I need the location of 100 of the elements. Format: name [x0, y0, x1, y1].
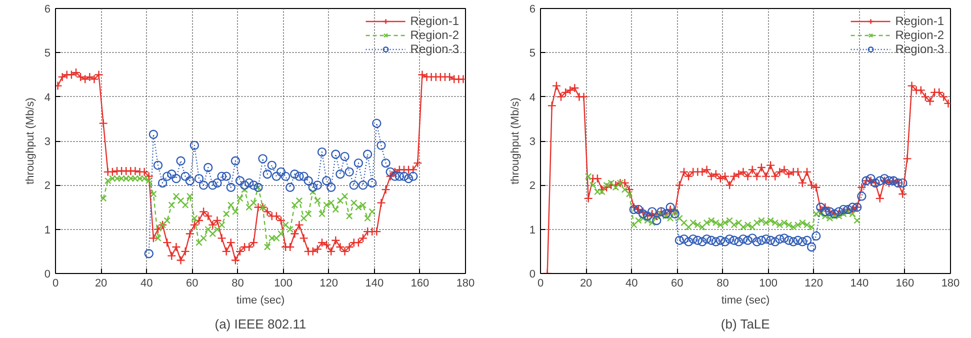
point [340, 152, 350, 162]
point [626, 190, 633, 198]
point [372, 118, 382, 128]
point [312, 180, 322, 190]
point [158, 178, 168, 188]
point [217, 172, 226, 181]
point [264, 244, 271, 250]
point [666, 202, 675, 212]
point [304, 176, 313, 186]
point [144, 249, 154, 258]
point [326, 182, 336, 192]
point [232, 208, 239, 216]
point [376, 140, 386, 150]
x-tick-label: 0 [52, 278, 59, 290]
y-axis-title: throughput (Mb/s) [509, 98, 522, 184]
point [218, 221, 226, 228]
point [226, 182, 236, 192]
point [730, 236, 739, 245]
point [198, 180, 208, 190]
point [230, 156, 240, 166]
point [884, 176, 894, 186]
point [674, 236, 684, 245]
point [308, 182, 318, 192]
point [236, 194, 244, 202]
legend-label: Region-1 [895, 14, 944, 28]
point [679, 234, 689, 244]
y-tick-label: 2 [44, 180, 51, 192]
point [798, 237, 808, 246]
point [200, 234, 207, 242]
point [309, 188, 316, 196]
point [304, 210, 312, 218]
x-tick-label: 160 [896, 278, 914, 290]
point [336, 197, 344, 204]
y-tick-label: 0 [529, 268, 536, 280]
x-tick-label: 40 [140, 278, 153, 290]
y-tick-label: 2 [529, 180, 536, 192]
point [280, 172, 290, 181]
point [182, 202, 189, 208]
x-tick-label: 180 [456, 278, 475, 290]
x-tick-label: 120 [320, 278, 338, 290]
point [684, 237, 694, 246]
x-tick-label: 100 [759, 278, 778, 290]
point [770, 237, 780, 246]
point [314, 197, 321, 204]
point [322, 176, 332, 186]
legend-label: Region-3 [410, 42, 459, 56]
point [880, 174, 890, 184]
point [589, 182, 596, 189]
point [204, 226, 212, 233]
x-tick-label: 180 [941, 278, 960, 290]
point [299, 172, 308, 181]
point [214, 226, 221, 233]
y-tick-label: 4 [44, 92, 51, 104]
point [652, 216, 662, 226]
point [291, 202, 298, 208]
x-tick-label: 60 [186, 278, 198, 290]
y-tick-label: 5 [44, 48, 51, 60]
y-tick-label: 1 [44, 224, 51, 236]
point [784, 236, 794, 245]
point [153, 160, 163, 170]
point [244, 178, 254, 188]
legend-label: Region-3 [895, 42, 944, 56]
point [172, 192, 180, 200]
point [336, 170, 345, 179]
point [209, 230, 216, 238]
x-tick-label: 60 [671, 278, 684, 290]
point [344, 167, 354, 177]
point [756, 236, 766, 245]
point [258, 154, 268, 164]
y-tick-label: 3 [44, 136, 51, 148]
point [752, 237, 762, 246]
point [186, 192, 194, 200]
x-tick-label: 20 [580, 278, 592, 290]
point [408, 172, 418, 181]
point [364, 214, 371, 222]
point [150, 190, 157, 198]
y-tick-label: 0 [44, 268, 51, 280]
x-tick-label: 160 [410, 278, 430, 290]
point [222, 210, 230, 218]
point [296, 197, 303, 204]
point [212, 178, 222, 188]
point [734, 237, 744, 246]
point [286, 182, 295, 192]
point [172, 174, 181, 184]
point [685, 224, 692, 231]
legend-label: Region-2 [895, 28, 944, 42]
x-tick-label: 120 [804, 278, 824, 290]
x-tick-label: 40 [625, 278, 638, 290]
x-axis-title: time (sec) [721, 294, 770, 306]
point [168, 202, 176, 208]
point [241, 186, 248, 194]
point [688, 234, 698, 244]
point [724, 234, 734, 244]
point [788, 237, 798, 246]
point [286, 226, 294, 233]
point [716, 236, 726, 245]
point [276, 167, 286, 177]
point [317, 147, 327, 157]
point [630, 221, 638, 228]
x-tick-label: 80 [716, 278, 729, 290]
